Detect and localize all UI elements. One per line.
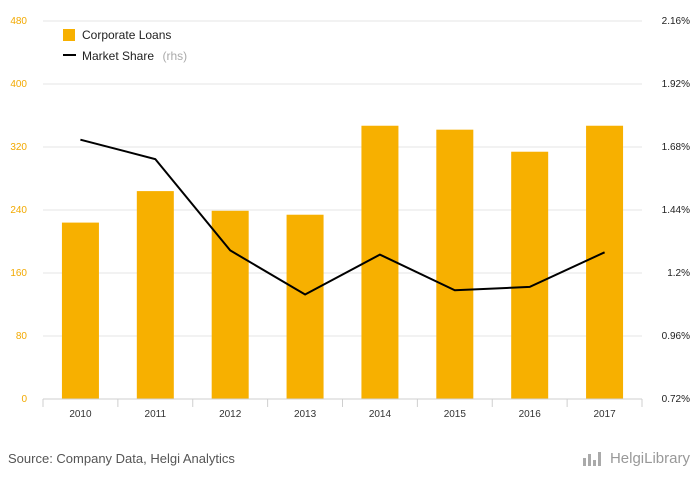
legend-label-rhs: (rhs) bbox=[162, 49, 187, 63]
y-axis-left: 0 80 160 240 320 400 480 bbox=[10, 16, 27, 405]
legend-label-corporate-loans: Corporate Loans bbox=[82, 28, 171, 42]
helgi-library-logo: HelgiLibrary bbox=[582, 450, 690, 467]
legend: Corporate Loans Market Share (rhs) bbox=[63, 28, 187, 64]
legend-label-market-share-group: Market Share (rhs) bbox=[82, 47, 187, 64]
x-axis: 2010 2011 2012 2013 2014 2015 2016 2017 bbox=[42, 398, 643, 420]
y-left-tick-label: 160 bbox=[10, 268, 27, 279]
bar bbox=[286, 214, 324, 399]
y-axis-right: 0.72% 0.96% 1.2% 1.44% 1.68% 1.92% 2.16% bbox=[662, 16, 690, 405]
y-right-tick-label: 1.68% bbox=[662, 142, 690, 153]
y-right-tick-label: 0.72% bbox=[662, 394, 690, 405]
line-series-market-share bbox=[80, 138, 606, 296]
y-right-tick-label: 1.92% bbox=[662, 79, 690, 90]
y-right-tick-label: 1.44% bbox=[662, 205, 690, 216]
bar bbox=[211, 210, 249, 399]
x-tick-label: 2011 bbox=[145, 409, 167, 420]
x-tick-label: 2016 bbox=[519, 409, 542, 420]
y-left-tick-label: 480 bbox=[10, 16, 27, 27]
x-tick-label: 2014 bbox=[369, 409, 392, 420]
y-left-tick-label: 80 bbox=[16, 331, 28, 342]
y-left-tick-label: 320 bbox=[10, 142, 27, 153]
y-left-tick-label: 240 bbox=[10, 205, 27, 216]
x-tick-label: 2012 bbox=[219, 409, 242, 420]
gridlines bbox=[43, 20, 642, 337]
x-tick-label: 2015 bbox=[444, 409, 467, 420]
legend-label-market-share: Market Share bbox=[82, 49, 154, 63]
y-right-tick-label: 1.2% bbox=[667, 268, 690, 279]
bar bbox=[361, 125, 399, 400]
logo-text: HelgiLibrary bbox=[609, 450, 690, 467]
x-tick-label: 2017 bbox=[593, 409, 616, 420]
legend-swatch-corporate-loans bbox=[63, 29, 75, 41]
bar bbox=[436, 129, 474, 400]
y-left-tick-label: 0 bbox=[21, 394, 27, 405]
y-right-tick-label: 2.16% bbox=[662, 16, 690, 27]
bar bbox=[511, 151, 549, 399]
logo-bars-icon bbox=[582, 451, 605, 466]
source-note: Source: Company Data, Helgi Analytics bbox=[8, 451, 235, 466]
bar bbox=[61, 222, 99, 399]
y-left-tick-label: 400 bbox=[10, 79, 27, 90]
x-tick-label: 2013 bbox=[294, 409, 317, 420]
combo-chart: 0 80 160 240 320 400 480 0.72% 0.96% 1.2% 1.44% 1.… bbox=[10, 16, 690, 420]
bar bbox=[586, 125, 624, 400]
x-tick-label: 2010 bbox=[69, 409, 92, 420]
bar bbox=[136, 191, 174, 399]
bar-series-corporate-loans bbox=[61, 125, 624, 400]
y-right-tick-label: 0.96% bbox=[662, 331, 690, 342]
